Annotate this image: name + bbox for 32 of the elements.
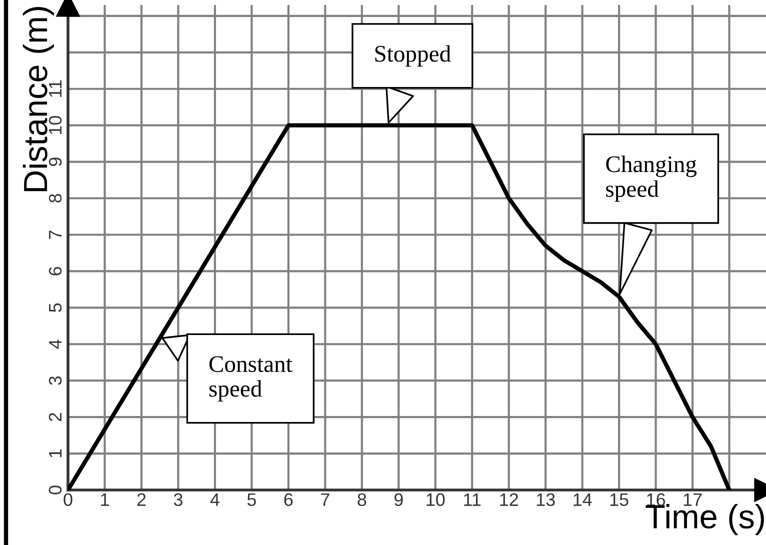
y-tick-label: 5: [49, 303, 62, 312]
annotation: Constant speed: [209, 356, 292, 402]
y-tick-label: 8: [48, 194, 62, 203]
annotation: Stopped: [375, 45, 451, 67]
x-tick-label: 5: [247, 493, 256, 506]
y-tick-label: 6: [48, 266, 62, 276]
x-tick-label: 2: [137, 493, 146, 506]
x-tick-label: 8: [358, 493, 366, 506]
x-tick-label: 9: [394, 493, 403, 506]
x-tick-label: 6: [284, 493, 293, 506]
y-tick-label: 0: [48, 486, 62, 494]
x-axis-title: Time (s): [646, 504, 764, 536]
x-tick-label: 15: [610, 493, 628, 506]
x-tick-label: 17: [684, 493, 702, 506]
y-tick-label: 10: [48, 116, 62, 134]
x-tick-label: 11: [464, 493, 481, 506]
y-tick-label: 7: [49, 230, 62, 239]
x-tick-label: 7: [321, 493, 330, 506]
y-tick-label: 4: [49, 340, 62, 349]
x-tick-label: 12: [500, 493, 518, 506]
x-tick-label: 13: [536, 493, 555, 506]
annotation: Changing speed: [606, 156, 697, 202]
x-tick-label: 0: [64, 493, 72, 506]
x-tick-label: 1: [101, 493, 109, 506]
x-tick-label: 3: [174, 493, 182, 506]
y-tick-label: 2: [48, 412, 62, 422]
y-tick-label: 11: [49, 80, 62, 97]
x-tick-label: 14: [574, 493, 592, 506]
x-tick-label: 10: [426, 493, 445, 506]
y-tick-label: 1: [49, 449, 62, 458]
y-tick-label: 3: [48, 376, 62, 385]
x-tick-label: 4: [210, 493, 220, 506]
